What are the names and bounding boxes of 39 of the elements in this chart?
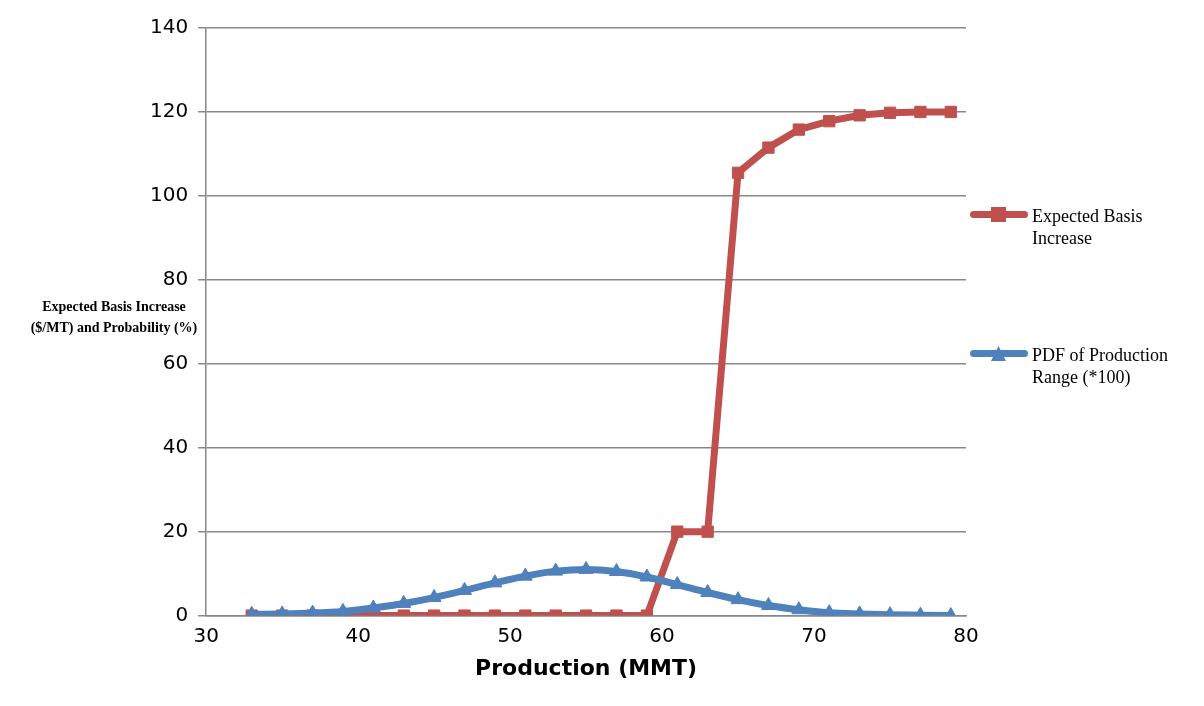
x-tick-label: 40 [345, 622, 371, 647]
x-tick-label: 60 [649, 622, 675, 647]
point [305, 604, 320, 616]
point [730, 591, 746, 605]
y-tick-label: 80 [162, 266, 189, 291]
point [853, 109, 866, 122]
point [548, 562, 564, 576]
point [944, 105, 957, 119]
y-tick-label: 140 [149, 14, 189, 39]
x-tick-label: 30 [193, 622, 219, 647]
point [731, 166, 745, 179]
y-tick-label: 100 [149, 182, 189, 207]
point [396, 594, 412, 608]
point [426, 589, 442, 603]
point [792, 123, 805, 136]
y-axis-title: Expected Basis Increase ($/MT) and Probability (%) [29, 298, 199, 337]
point [761, 597, 776, 611]
y-tick-label: 120 [149, 98, 189, 123]
point [365, 599, 381, 613]
y-tick-label: 60 [162, 349, 189, 374]
point [487, 574, 503, 588]
point [823, 115, 836, 128]
y-tick-label: 20 [162, 517, 189, 542]
x-tick-label: 50 [497, 622, 523, 647]
point [762, 141, 775, 154]
point [609, 563, 624, 577]
y-tick-label: 40 [162, 433, 189, 458]
point [791, 601, 807, 615]
point [883, 106, 897, 119]
point [335, 602, 351, 616]
x-axis-title: Production (MMT) [475, 654, 698, 680]
y-tick-label: 0 [175, 601, 189, 626]
point [578, 560, 594, 574]
legend-label: PDF of Production Range (*100) [1032, 344, 1169, 388]
point [517, 567, 533, 581]
point [914, 105, 927, 119]
x-tick-label: 80 [953, 622, 979, 647]
x-tick-label: 70 [801, 622, 827, 647]
legend-label: Expected Basis Increase [1032, 205, 1144, 249]
